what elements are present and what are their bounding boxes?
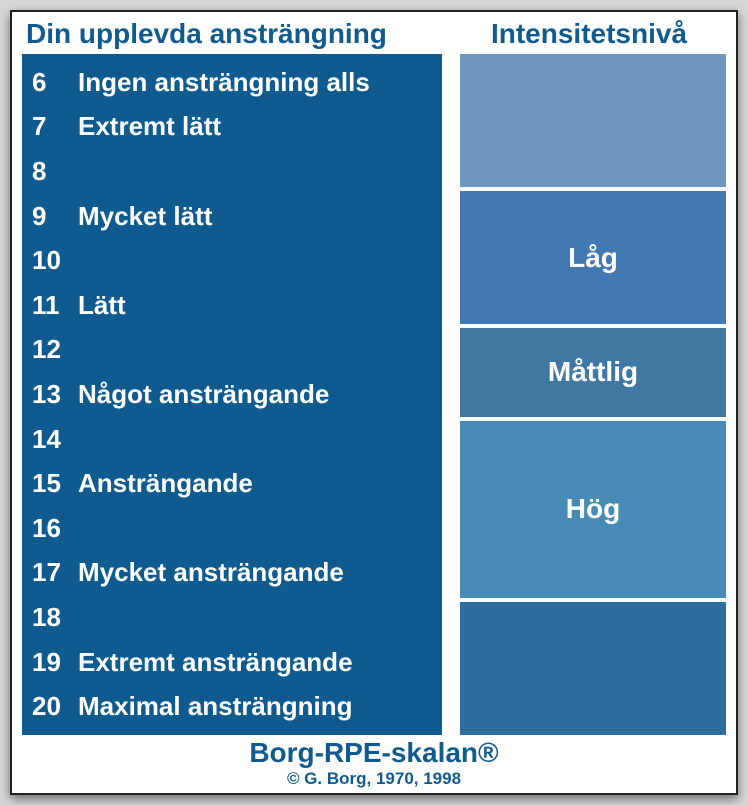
scale-row: 9Mycket lätt — [32, 194, 436, 239]
scale-row: 6Ingen ansträngning alls — [32, 60, 436, 105]
scale-label: Något ansträngande — [78, 379, 436, 410]
intensity-block — [460, 602, 726, 735]
scale-label: Mycket ansträngande — [78, 557, 436, 588]
header-row: Din upplevda ansträngning Intensitetsniv… — [22, 18, 726, 50]
scale-label: Lätt — [78, 290, 436, 321]
scale-label: Ingen ansträngning alls — [78, 67, 436, 98]
scale-row: 20Maximal ansträngning — [32, 684, 436, 729]
content-row: 6Ingen ansträngning alls 7Extremt lätt 8… — [22, 54, 726, 735]
scale-label: Extremt lätt — [78, 111, 436, 142]
scale-num: 16 — [32, 513, 78, 544]
scale-row: 14 — [32, 417, 436, 462]
scale-row: 18 — [32, 595, 436, 640]
scale-label: Maximal ansträngning — [78, 691, 436, 722]
scale-row: 8 — [32, 149, 436, 194]
intensity-column: LågMåttligHög — [460, 54, 726, 735]
scale-num: 18 — [32, 602, 78, 633]
scale-num: 8 — [32, 156, 78, 187]
scale-num: 15 — [32, 468, 78, 499]
intensity-block — [460, 54, 726, 187]
footer-copyright: © G. Borg, 1970, 1998 — [22, 769, 726, 789]
footer-title: Borg-RPE-skalan® — [22, 737, 726, 769]
borg-rpe-frame: Din upplevda ansträngning Intensitetsniv… — [10, 10, 738, 795]
header-right: Intensitetsnivå — [452, 18, 726, 50]
scale-num: 7 — [32, 111, 78, 142]
scale-row: 15Ansträngande — [32, 461, 436, 506]
scale-row: 13Något ansträngande — [32, 372, 436, 417]
scale-row: 10 — [32, 238, 436, 283]
scale-row: 7Extremt lätt — [32, 105, 436, 150]
scale-num: 19 — [32, 647, 78, 678]
scale-num: 6 — [32, 67, 78, 98]
scale-num: 14 — [32, 424, 78, 455]
scale-num: 20 — [32, 691, 78, 722]
scale-row: 16 — [32, 506, 436, 551]
footer: Borg-RPE-skalan® © G. Borg, 1970, 1998 — [22, 735, 726, 789]
scale-row: 17Mycket ansträngande — [32, 551, 436, 596]
scale-num: 10 — [32, 245, 78, 276]
scale-label: Extremt ansträngande — [78, 647, 436, 678]
intensity-block: Måttlig — [460, 328, 726, 417]
scale-num: 11 — [32, 290, 78, 321]
scale-label: Ansträngande — [78, 468, 436, 499]
scale-num: 9 — [32, 201, 78, 232]
scale-row: 11Lätt — [32, 283, 436, 328]
scale-num: 17 — [32, 557, 78, 588]
scale-label: Mycket lätt — [78, 201, 436, 232]
scale-num: 12 — [32, 334, 78, 365]
intensity-block: Hög — [460, 421, 726, 598]
scale-num: 13 — [32, 379, 78, 410]
intensity-block: Låg — [460, 191, 726, 324]
scale-row: 12 — [32, 328, 436, 373]
scale-column: 6Ingen ansträngning alls 7Extremt lätt 8… — [22, 54, 442, 735]
scale-row: 19Extremt ansträngande — [32, 640, 436, 685]
header-left: Din upplevda ansträngning — [22, 18, 452, 50]
